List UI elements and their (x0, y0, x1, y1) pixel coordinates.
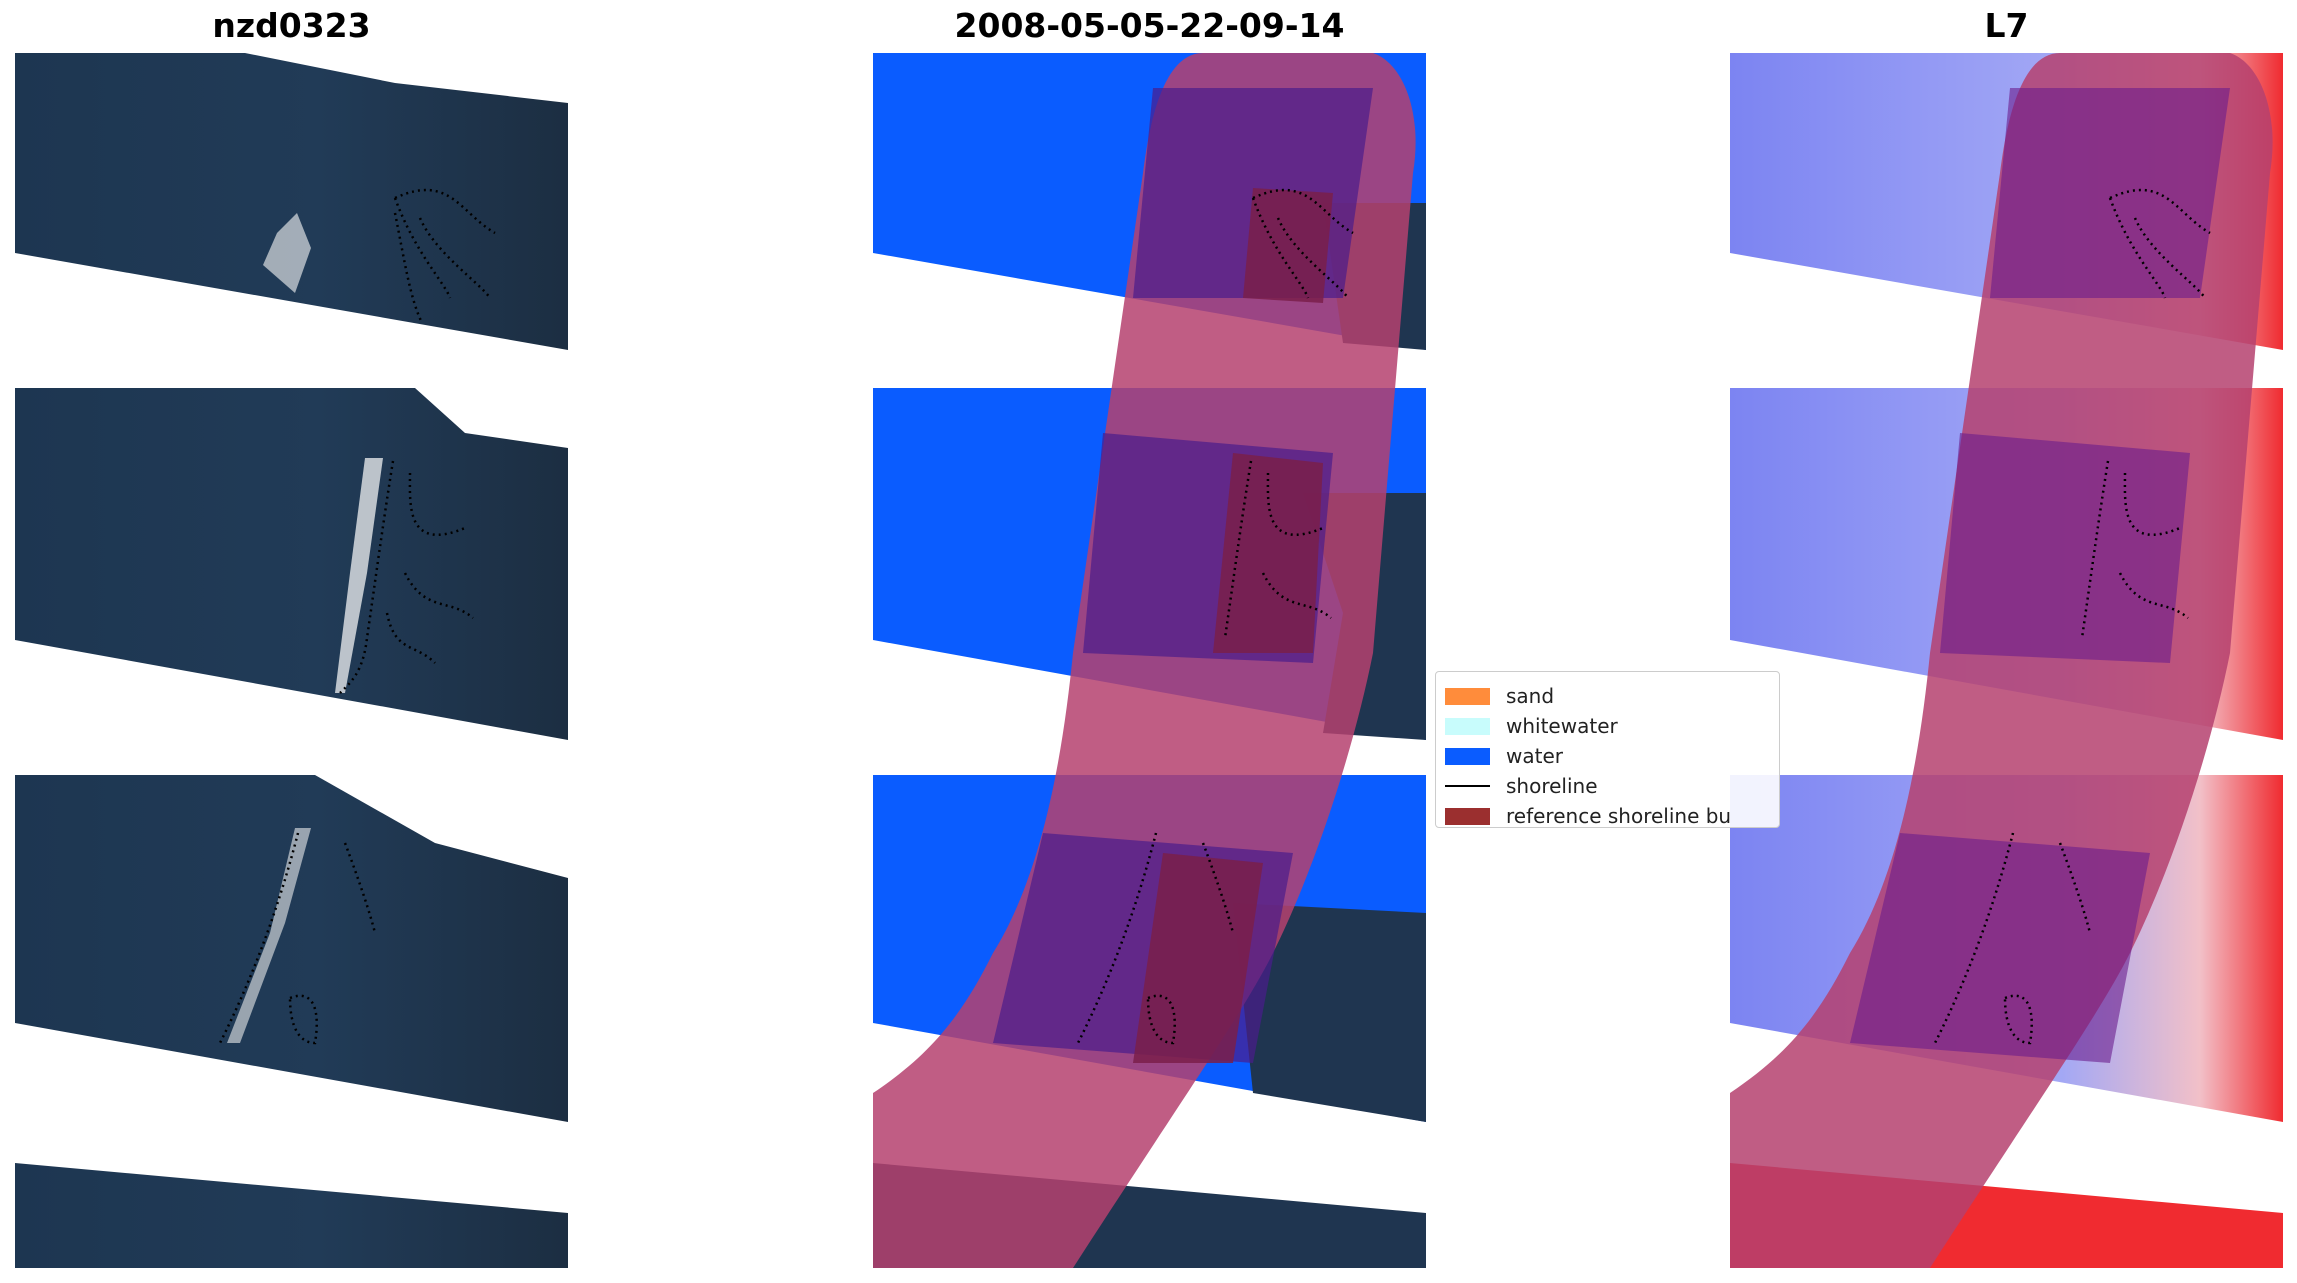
sand-beach (263, 213, 311, 293)
legend-item-shoreline: shoreline (1445, 772, 1598, 800)
white-nodata-3 (315, 775, 568, 878)
legend-label-shoreline: shoreline (1506, 774, 1598, 798)
reference-buffer-land (1133, 188, 1333, 1063)
legend-label-whitewater: whitewater (1506, 714, 1618, 738)
shoreline-1 (393, 188, 496, 324)
land-3 (1233, 903, 1426, 1122)
white-nodata-1 (15, 53, 568, 103)
legend-label-water: water (1506, 744, 1563, 768)
shoreline-index-3 (1933, 832, 2092, 1045)
shoreline-index-2 (2080, 460, 2189, 639)
whitewater-swatch (1445, 717, 1490, 735)
panel-title-rgb: nzd0323 (212, 6, 371, 45)
image-strip-3 (15, 775, 568, 1122)
shoreline-2 (339, 460, 474, 694)
shoreline-class-1 (1251, 188, 1354, 299)
legend-item-sand: sand (1445, 682, 1554, 710)
legend-label-reference: reference shoreline bu (1506, 804, 1732, 828)
legend-item-reference: reference shoreline bu (1445, 802, 1732, 828)
classification-panel (873, 53, 1426, 1268)
legend-label-sand: sand (1506, 684, 1555, 708)
white-nodata-2 (415, 388, 568, 448)
legend: sand whitewater water shoreline referenc… (1435, 671, 1780, 828)
panel-title-sensor: L7 (1984, 6, 2029, 45)
image-strip-1 (15, 53, 568, 350)
sand-beach-2 (335, 458, 383, 693)
panel-title-date: 2008-05-05-22-09-14 (954, 6, 1345, 45)
shoreline-3 (218, 832, 377, 1045)
legend-item-whitewater: whitewater (1445, 712, 1618, 740)
image-strip-4 (15, 1163, 568, 1268)
shoreline-index-1 (2108, 188, 2211, 299)
sand-beach-3 (227, 828, 311, 1043)
reference-swatch (1445, 807, 1490, 825)
reference-buffer-index (1730, 53, 2273, 1268)
water-swatch (1445, 747, 1490, 765)
shoreline-class-3 (1076, 832, 1235, 1045)
image-strip-2 (15, 388, 568, 740)
rgb-image-panel (15, 53, 568, 1268)
legend-item-water: water (1445, 742, 1563, 770)
shoreline-line (1445, 785, 1490, 787)
reference-buffer-water (993, 88, 1373, 1063)
shoreline-class-2 (1223, 460, 1332, 639)
reference-buffer (873, 53, 1416, 1268)
reference-buffer-index-water (1850, 88, 2230, 1063)
water-index-panel (1730, 53, 2283, 1268)
sand-swatch (1445, 687, 1490, 705)
